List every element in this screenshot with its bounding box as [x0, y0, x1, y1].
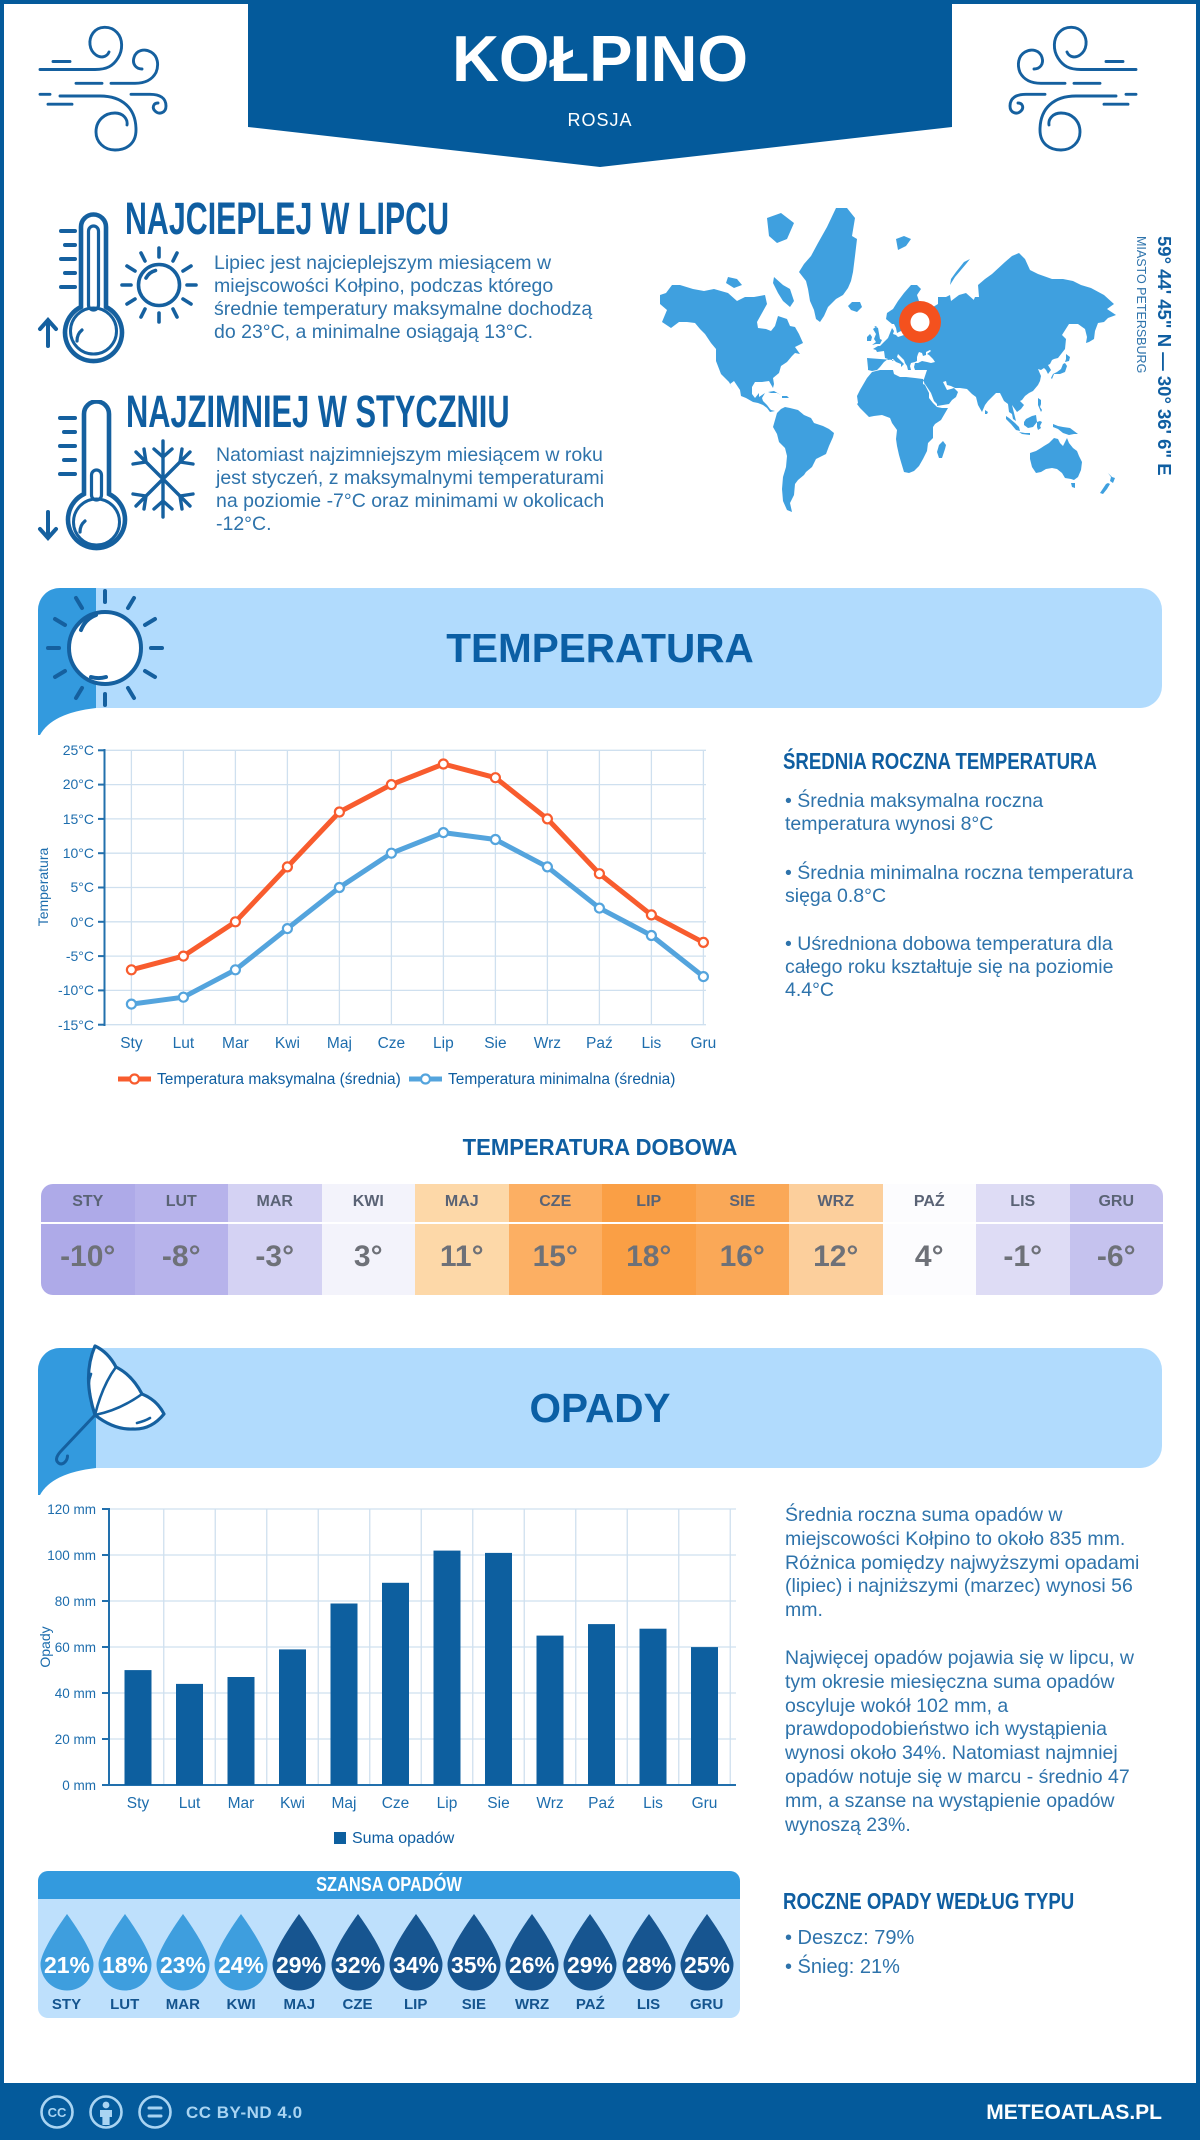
- svg-text:32%: 32%: [334, 1952, 380, 1978]
- svg-text:Lis: Lis: [643, 1795, 663, 1812]
- svg-text:Sty: Sty: [127, 1795, 150, 1812]
- svg-text:Maj: Maj: [332, 1795, 357, 1812]
- svg-text:Kwi: Kwi: [275, 1035, 300, 1052]
- svg-text:Maj: Maj: [327, 1035, 352, 1052]
- svg-text:Temperatura: Temperatura: [35, 847, 51, 926]
- svg-text:Wrz: Wrz: [536, 1795, 563, 1812]
- svg-text:29%: 29%: [567, 1952, 613, 1978]
- svg-text:Gru: Gru: [690, 1035, 716, 1052]
- svg-text:0 mm: 0 mm: [62, 1778, 96, 1793]
- svg-text:Lut: Lut: [179, 1795, 201, 1812]
- svg-text:15°C: 15°C: [63, 811, 94, 827]
- svg-text:Paź: Paź: [588, 1795, 615, 1812]
- svg-text:60 mm: 60 mm: [55, 1640, 96, 1655]
- svg-text:Lut: Lut: [173, 1035, 195, 1052]
- svg-text:5°C: 5°C: [71, 879, 95, 895]
- svg-text:21%: 21%: [43, 1952, 89, 1978]
- svg-text:0°C: 0°C: [71, 914, 95, 930]
- svg-text:20 mm: 20 mm: [55, 1732, 96, 1747]
- svg-text:Lis: Lis: [641, 1035, 661, 1052]
- svg-text:-15°C: -15°C: [58, 1017, 94, 1033]
- svg-text:24%: 24%: [218, 1952, 264, 1978]
- svg-text:-10°C: -10°C: [58, 982, 94, 998]
- svg-text:Cze: Cze: [382, 1795, 410, 1812]
- svg-text:Sty: Sty: [120, 1035, 143, 1052]
- svg-text:34%: 34%: [393, 1952, 439, 1978]
- svg-text:20°C: 20°C: [63, 776, 94, 792]
- svg-text:28%: 28%: [625, 1952, 671, 1978]
- svg-text:Wrz: Wrz: [534, 1035, 561, 1052]
- svg-text:35%: 35%: [451, 1952, 497, 1978]
- svg-text:100 mm: 100 mm: [47, 1548, 96, 1563]
- svg-text:Cze: Cze: [378, 1035, 406, 1052]
- svg-text:23%: 23%: [160, 1952, 206, 1978]
- svg-text:Lip: Lip: [433, 1035, 454, 1052]
- svg-text:Mar: Mar: [228, 1795, 255, 1812]
- svg-text:CC: CC: [48, 2105, 67, 2120]
- svg-text:29%: 29%: [276, 1952, 322, 1978]
- svg-text:10°C: 10°C: [63, 845, 94, 861]
- svg-text:40 mm: 40 mm: [55, 1686, 96, 1701]
- svg-text:Temperatura minimalna (średnia: Temperatura minimalna (średnia): [448, 1071, 675, 1088]
- svg-text:Temperatura maksymalna (średni: Temperatura maksymalna (średnia): [157, 1071, 401, 1088]
- svg-text:Opady: Opady: [37, 1626, 53, 1667]
- svg-text:25%: 25%: [684, 1952, 730, 1978]
- svg-text:Sie: Sie: [487, 1795, 509, 1812]
- svg-text:-5°C: -5°C: [66, 948, 94, 964]
- svg-text:Mar: Mar: [222, 1035, 249, 1052]
- svg-text:26%: 26%: [509, 1952, 555, 1978]
- svg-text:Suma opadów: Suma opadów: [352, 1830, 455, 1847]
- svg-text:Gru: Gru: [692, 1795, 718, 1812]
- svg-text:Lip: Lip: [437, 1795, 458, 1812]
- svg-text:Paź: Paź: [586, 1035, 613, 1052]
- svg-text:18%: 18%: [102, 1952, 148, 1978]
- svg-text:CC BY-ND 4.0: CC BY-ND 4.0: [186, 2103, 303, 2122]
- svg-text:Sie: Sie: [484, 1035, 506, 1052]
- svg-text:120 mm: 120 mm: [47, 1502, 96, 1517]
- svg-text:25°C: 25°C: [63, 742, 94, 758]
- svg-text:80 mm: 80 mm: [55, 1594, 96, 1609]
- svg-text:Kwi: Kwi: [280, 1795, 305, 1812]
